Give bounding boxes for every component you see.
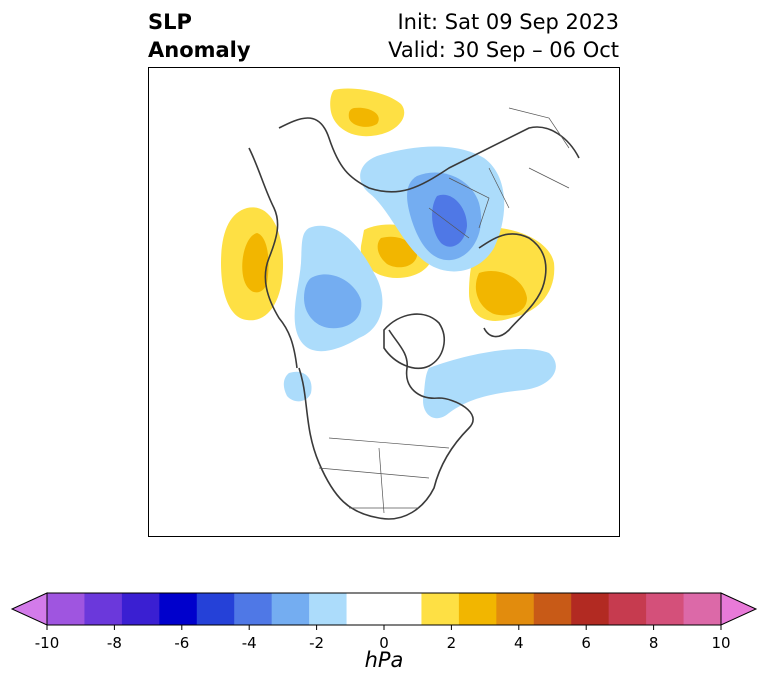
map-title: SLP Anomaly [148, 8, 251, 64]
colorbar-cell [47, 593, 85, 625]
colorbar-cells [10, 592, 758, 626]
valid-date: Valid: 30 Sep – 06 Oct [388, 38, 619, 62]
eurasia-borders [428, 167, 510, 239]
colorbar-cell [421, 593, 460, 625]
colorbar: -10 -8 -6 -4 -2 0 2 4 6 8 10 [10, 592, 758, 652]
colorbar-extend-max [720, 592, 758, 626]
anomaly-siberia-positive-core [377, 236, 417, 268]
colorbar-cell [121, 593, 160, 625]
title-line-1: SLP [148, 10, 192, 34]
colorbar-cell [683, 593, 722, 625]
anomaly-alaska-negative-mid [304, 274, 362, 329]
coastline-europe [478, 233, 547, 338]
anomaly-pacific-positive-core [242, 233, 269, 293]
colorbar-cell [458, 593, 497, 625]
title-line-2: Anomaly [148, 38, 251, 62]
colorbar-tick-label: 8 [649, 634, 659, 652]
colorbar-cell [571, 593, 610, 625]
east-borders [508, 107, 570, 189]
coastline-north-america [298, 329, 474, 520]
init-date: Init: Sat 09 Sep 2023 [397, 10, 619, 34]
colorbar-cell [496, 593, 535, 625]
anomaly-fills [221, 88, 556, 419]
anomaly-greenland-negative [283, 371, 312, 402]
coastlines [248, 117, 580, 520]
coastline-west [248, 147, 298, 369]
forecast-dates: Init: Sat 09 Sep 2023 Valid: 30 Sep – 06… [388, 8, 619, 64]
anomaly-europe-positive-core [475, 270, 527, 316]
coastline-greenland [383, 313, 445, 370]
colorbar-tick-label: 4 [514, 634, 524, 652]
anomaly-map [221, 88, 580, 520]
colorbar-ticks: -10 -8 -6 -4 -2 0 2 4 6 8 10 [35, 625, 731, 652]
colorbar-cell [84, 593, 123, 625]
colorbar-tick-label: -6 [174, 634, 189, 652]
colorbar-cell [608, 593, 647, 625]
colorbar-unit: hPa [364, 648, 404, 672]
us-state-lines [318, 437, 450, 514]
colorbar-tick-label: 10 [711, 634, 730, 652]
borders [318, 107, 570, 514]
colorbar-tick-label: 2 [447, 634, 457, 652]
colorbar-cell [309, 593, 348, 625]
colorbar-cell [346, 593, 422, 625]
anomaly-atlantic-negative [423, 348, 556, 419]
coastline-asia [278, 117, 580, 193]
colorbar-tick-label: -10 [35, 634, 60, 652]
map-panel [148, 67, 620, 537]
colorbar-cell [159, 593, 198, 625]
colorbar-cell [271, 593, 310, 625]
anomaly-russia-negative-core [432, 194, 467, 247]
colorbar-extend-min [10, 592, 48, 626]
colorbar-tick-label: 6 [581, 634, 591, 652]
colorbar-cell [196, 593, 235, 625]
colorbar-cell [533, 593, 572, 625]
colorbar-tick-label: -2 [309, 634, 324, 652]
colorbar-tick-label: -4 [242, 634, 257, 652]
colorbar-cell [234, 593, 273, 625]
anomaly-scandinavia-positive-core [348, 107, 379, 127]
colorbar-tick-label: 0 [379, 634, 389, 652]
colorbar-cell [646, 593, 685, 625]
colorbar-tick-label: -8 [107, 634, 122, 652]
